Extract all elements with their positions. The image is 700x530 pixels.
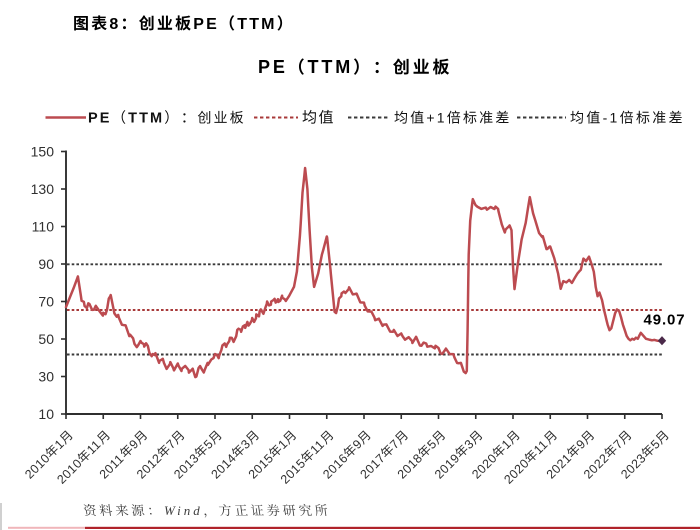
- svg-text:70: 70: [38, 294, 54, 310]
- svg-text:-1: -1: [603, 110, 620, 126]
- svg-text:49.07: 49.07: [644, 312, 686, 329]
- svg-text:30: 30: [38, 369, 54, 385]
- svg-text:50: 50: [38, 331, 54, 347]
- svg-text:+1: +1: [426, 110, 446, 126]
- svg-text:PE: PE: [193, 16, 219, 33]
- svg-text:90: 90: [38, 256, 54, 272]
- svg-text:TTM: TTM: [237, 16, 276, 33]
- svg-text:Wind: Wind: [164, 503, 203, 518]
- svg-text:110: 110: [32, 219, 55, 235]
- svg-text:10: 10: [38, 406, 54, 422]
- svg-text:8: 8: [109, 16, 120, 33]
- svg-text:TTM: TTM: [308, 57, 354, 77]
- svg-text:PE: PE: [258, 57, 288, 77]
- svg-text:PE: PE: [88, 111, 112, 127]
- svg-text:TTM: TTM: [128, 111, 164, 127]
- svg-text:150: 150: [31, 144, 55, 160]
- svg-text:130: 130: [31, 181, 55, 197]
